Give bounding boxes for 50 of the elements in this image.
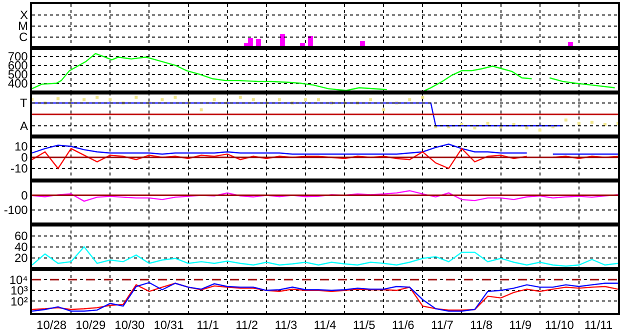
text: X [20,8,28,22]
point [525,126,528,130]
point [473,126,476,130]
x-tick-label: 11/7 [430,318,454,332]
point [538,128,542,132]
text: M [18,19,28,33]
point [382,108,386,112]
x-tick-label: 10/29 [76,318,106,332]
point [408,98,412,102]
point [564,118,568,122]
ref-line-label: T [20,96,28,110]
point [82,98,86,102]
x-tick-label: 11/8 [470,318,493,332]
line-series [32,190,618,202]
x-tick-label: 11/2 [236,318,258,332]
x-tick-label: 11/5 [352,318,376,332]
y-tick-label: -100 [4,203,28,218]
x-tick-label: 11/9 [509,318,532,332]
x-tick-label: 11/3 [274,318,298,332]
point [56,97,60,100]
x-tick-label: 10/30 [114,318,146,332]
x-tick-label: 10/31 [154,318,184,332]
point [238,96,242,99]
text: C [19,30,28,44]
point [212,98,216,102]
point [134,96,138,99]
x-tick-label: 11/6 [392,318,415,332]
y-tick-label: 0 [21,188,28,202]
y-tick-label: 20 [14,251,28,266]
point [316,98,320,102]
point [304,98,307,102]
point [174,96,177,99]
x-tick-label: 11/1 [196,318,220,332]
point [108,98,112,102]
point [278,98,281,102]
x-tick-label: 11/4 [314,318,337,332]
point [252,98,255,102]
x-tick-label: 11/11 [584,318,613,332]
point [200,108,203,112]
point [160,98,164,102]
point [590,120,594,124]
ref-line-label: A [20,119,28,133]
point [96,96,99,99]
point [421,96,424,99]
line-series [32,246,618,267]
point [577,122,580,125]
x-tick-label: 11/10 [544,318,574,332]
point [369,98,372,102]
x-tick-label: 10/28 [36,318,67,332]
point [486,122,490,125]
